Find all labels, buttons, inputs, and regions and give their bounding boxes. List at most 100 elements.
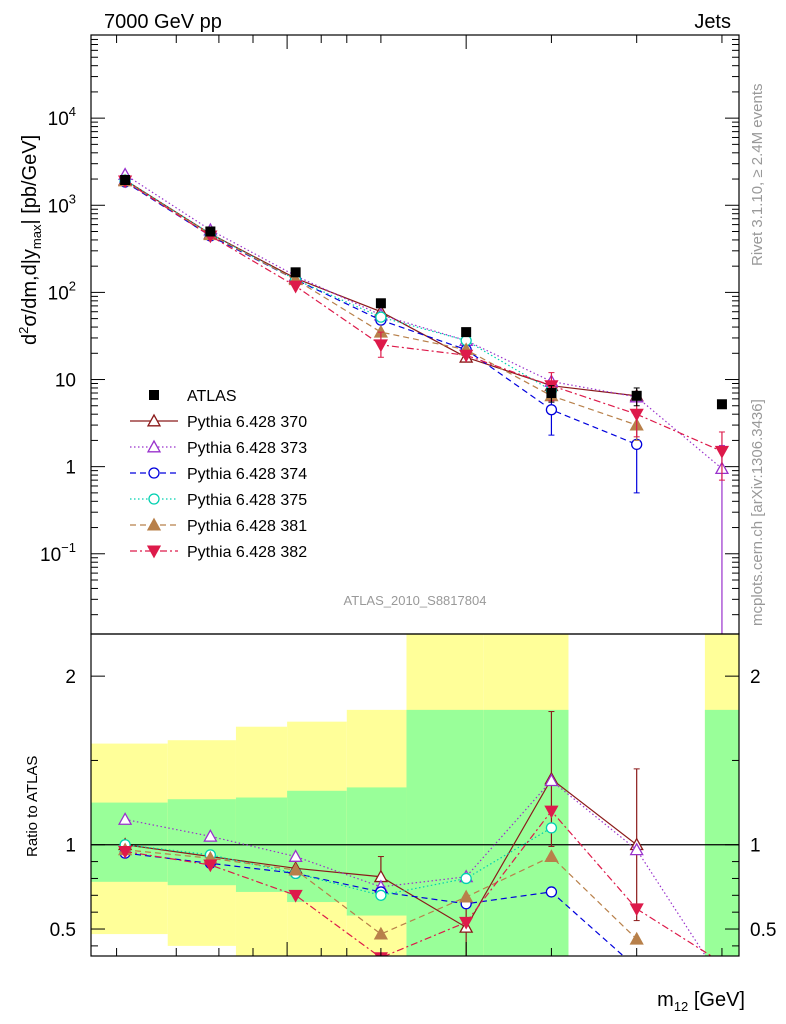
main-line-pythia-6-428-382 (124, 180, 723, 452)
ratio-point-pythia-6-428-382-1 (203, 859, 218, 873)
ratio-point-pythia-6-428-373-6 (629, 842, 644, 856)
main-line-pythia-6-428-375 (124, 179, 552, 391)
legend-swatch-marker-atlas (149, 390, 159, 400)
legend-label-pythia-6-428-374: Pythia 6.428 374 (187, 466, 307, 483)
legend-item-pythia-6-428-374: Pythia 6.428 374 (130, 466, 307, 483)
main-point-atlas-6 (631, 390, 642, 401)
legend-label-pythia-6-428-373: Pythia 6.428 373 (187, 440, 307, 457)
main-ytick-label-base-1: 1 (65, 458, 76, 479)
main-point-pythia-6-428-382-7 (714, 445, 730, 459)
main-point-pythia-6-428-382-3 (373, 339, 388, 353)
ratio-point-pythia-6-428-374-5 (545, 886, 558, 898)
ratio-point-pythia-6-428-373-2 (288, 849, 303, 862)
main-point-pythia-6-428-382-4 (459, 349, 474, 363)
main-series-group (118, 167, 730, 634)
ratio-ytick-label-right-0: 0.5 (750, 920, 776, 941)
legend-item-pythia-6-428-381: Pythia 6.428 381 (130, 517, 307, 535)
main-ytick-label-1: 1 (65, 458, 76, 479)
ratio-band-green-7 (704, 709, 739, 956)
legend-item-atlas: ATLAS (149, 388, 237, 405)
legend-item-pythia-6-428-373: Pythia 6.428 373 (130, 439, 307, 457)
ratio-y-axis-label: Ratio to ATLAS (24, 756, 41, 857)
header-left: 7000 GeV pp (104, 11, 222, 33)
ratio-point-pythia-6-428-375-3 (375, 889, 387, 901)
legend-label-pythia-6-428-382: Pythia 6.428 382 (187, 544, 307, 561)
ratio-line-pythia-6-428-370 (125, 778, 638, 929)
side-label-rivet: Rivet 3.1.10, ≥ 2.4M events (749, 84, 766, 267)
main-ytick-label-base-4: 10 (48, 196, 69, 217)
x-axis-label: m12 [GeV] (657, 989, 745, 1014)
ratio-point-pythia-6-428-375-5 (545, 822, 558, 834)
main-line-pythia-6-428-370 (124, 179, 637, 397)
legend-label-pythia-6-428-381: Pythia 6.428 381 (187, 518, 307, 535)
main-ytick-label-exp-4: 3 (69, 191, 76, 206)
ratio-ytick-label-right-2: 2 (750, 667, 761, 688)
ratio-ytick-label-left-2: 2 (65, 667, 76, 688)
main-ytick-label-base-2: 10 (55, 371, 76, 392)
xlabel-sub: 12 (674, 999, 688, 1014)
xlabel-tail: [GeV] (688, 989, 745, 1011)
ratio-series-pythia-6-428-382 (118, 805, 713, 956)
legend-swatch-marker-pythia-6-428-375 (148, 493, 160, 505)
ylabel-tail: | [pb/GeV] (19, 135, 41, 225)
main-ytick-label-base-3: 10 (48, 283, 69, 304)
ylabel-main: d (19, 334, 41, 345)
ratio-band-green-3 (287, 790, 347, 903)
main-point-atlas-7 (716, 399, 727, 410)
main-ytick-label-5: 104 (48, 104, 76, 130)
main-point-atlas-0 (120, 174, 131, 185)
main-y-axis-label: d2σ/dm,d|ymax| [pb/GeV] (16, 135, 44, 345)
ratio-point-pythia-6-428-382-5 (544, 805, 559, 819)
main-ytick-label-exp-0: −1 (61, 540, 76, 555)
ratio-point-pythia-6-428-382-6 (629, 903, 644, 917)
ratio-point-pythia-6-428-375-4 (460, 872, 472, 885)
ratio-point-pythia-6-428-382-2 (288, 889, 303, 903)
legend-swatch-marker-pythia-6-428-373 (146, 439, 162, 453)
plot-frames (90, 34, 740, 957)
ratio-series-group (118, 711, 713, 956)
legend-label-atlas: ATLAS (187, 388, 237, 405)
ratio-uncertainty-bands (91, 634, 739, 956)
main-point-pythia-6-428-382-2 (288, 280, 303, 294)
main-ytick-label-3: 102 (48, 278, 76, 304)
main-ytick-label-base-5: 10 (48, 109, 69, 130)
ylabel-sup: 2 (16, 327, 31, 334)
ratio-point-pythia-6-428-381-6 (629, 931, 644, 945)
main-point-pythia-6-428-375-3 (375, 311, 387, 323)
header-right: Jets (694, 11, 731, 33)
ylabel-sub: max (29, 224, 44, 249)
ratio-point-pythia-6-428-382-4 (459, 916, 474, 930)
analysis-id: ATLAS_2010_S8817804 (344, 593, 487, 608)
legend-swatch-marker-pythia-6-428-370 (146, 413, 162, 427)
main-point-pythia-6-428-374-5 (545, 404, 558, 416)
main-point-pythia-6-428-382-6 (629, 408, 644, 422)
ratio-line-pythia-6-428-375 (125, 827, 552, 896)
main-point-atlas-4 (461, 327, 472, 338)
main-ytick-label-exp-3: 2 (69, 278, 76, 293)
main-ytick-label-2: 10 (55, 371, 76, 392)
legend: ATLAS Pythia 6.428 370 Pythia 6.428 373 Pyt… (130, 388, 307, 561)
ratio-point-pythia-6-428-381-3 (373, 926, 388, 940)
ylabel-mid: σ/dm,d|y (19, 249, 41, 327)
ratio-band-green-6 (483, 709, 569, 956)
main-series-pythia-6-428-370 (118, 172, 644, 402)
main-ytick-label-exp-5: 4 (69, 104, 76, 119)
main-ytick-label-4: 103 (48, 191, 76, 217)
legend-label-pythia-6-428-370: Pythia 6.428 370 (187, 414, 307, 431)
legend-swatch-marker-pythia-6-428-374 (148, 467, 160, 479)
ratio-point-pythia-6-428-381-2 (288, 862, 303, 876)
ratio-ytick-label-left-0: 0.5 (50, 920, 76, 941)
ratio-point-pythia-6-428-381-4 (459, 889, 474, 903)
legend-item-pythia-6-428-370: Pythia 6.428 370 (130, 413, 307, 431)
main-point-atlas-1 (205, 226, 216, 237)
legend-item-pythia-6-428-382: Pythia 6.428 382 (130, 544, 307, 561)
main-point-atlas-2 (290, 267, 301, 278)
ratio-ytick-label-left-1: 1 (65, 836, 76, 857)
legend-swatch-marker-pythia-6-428-382 (146, 545, 162, 559)
ratio-point-pythia-6-428-381-5 (544, 849, 559, 862)
main-ytick-label-base-0: 10 (40, 545, 61, 566)
legend-swatch-marker-pythia-6-428-381 (146, 517, 162, 531)
ratio-point-pythia-6-428-373-0 (118, 812, 133, 825)
main-point-atlas-5 (546, 388, 557, 399)
